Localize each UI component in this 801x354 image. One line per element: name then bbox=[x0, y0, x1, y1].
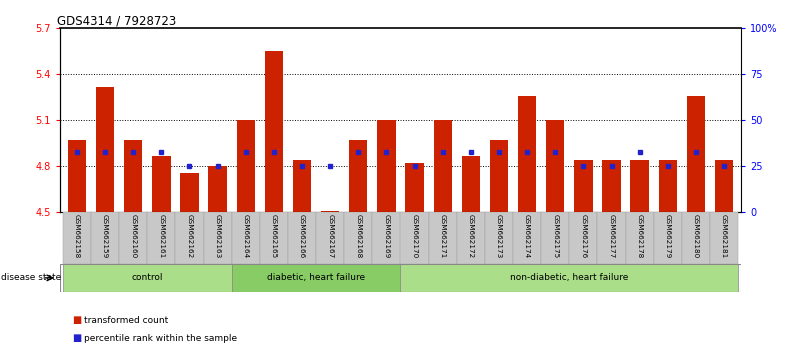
Bar bbox=[316, 212, 344, 264]
Text: GSM662169: GSM662169 bbox=[384, 215, 389, 259]
Bar bbox=[152, 156, 171, 212]
Bar bbox=[180, 172, 199, 212]
Text: GSM662165: GSM662165 bbox=[271, 215, 277, 259]
Bar bbox=[265, 51, 283, 212]
Bar bbox=[288, 212, 316, 264]
Text: GSM662160: GSM662160 bbox=[131, 215, 136, 259]
Bar bbox=[405, 163, 424, 212]
Bar bbox=[686, 96, 705, 212]
Bar bbox=[710, 212, 738, 264]
Text: GSM662178: GSM662178 bbox=[637, 215, 642, 259]
Bar bbox=[570, 212, 598, 264]
Bar bbox=[321, 211, 340, 212]
Text: percentile rank within the sample: percentile rank within the sample bbox=[84, 333, 237, 343]
Bar bbox=[377, 120, 396, 212]
Text: ■: ■ bbox=[72, 315, 82, 325]
Bar bbox=[236, 120, 255, 212]
Bar bbox=[231, 264, 400, 292]
Bar bbox=[372, 212, 400, 264]
Bar bbox=[63, 264, 231, 292]
Bar bbox=[147, 212, 175, 264]
Text: diabetic, heart failure: diabetic, heart failure bbox=[267, 273, 365, 282]
Text: GSM662175: GSM662175 bbox=[552, 215, 558, 259]
Bar bbox=[658, 160, 677, 212]
Bar bbox=[457, 212, 485, 264]
Bar bbox=[260, 212, 288, 264]
Bar bbox=[175, 212, 203, 264]
Bar bbox=[715, 160, 733, 212]
Text: GSM662174: GSM662174 bbox=[524, 215, 530, 259]
Text: GSM662167: GSM662167 bbox=[327, 215, 333, 259]
Text: GSM662177: GSM662177 bbox=[609, 215, 614, 259]
Bar bbox=[124, 140, 143, 212]
Bar bbox=[518, 96, 536, 212]
Bar bbox=[63, 212, 91, 264]
Bar bbox=[682, 212, 710, 264]
Text: ■: ■ bbox=[72, 333, 82, 343]
Bar bbox=[490, 140, 508, 212]
Bar bbox=[96, 87, 115, 212]
Text: GDS4314 / 7928723: GDS4314 / 7928723 bbox=[57, 14, 176, 27]
Text: transformed count: transformed count bbox=[84, 316, 168, 325]
Text: disease state: disease state bbox=[1, 273, 61, 282]
Bar bbox=[400, 264, 738, 292]
Bar bbox=[203, 212, 231, 264]
Bar bbox=[461, 156, 480, 212]
Bar bbox=[513, 212, 541, 264]
Bar bbox=[630, 160, 649, 212]
Bar bbox=[626, 212, 654, 264]
Bar bbox=[574, 160, 593, 212]
Bar bbox=[541, 212, 570, 264]
Text: GSM662158: GSM662158 bbox=[74, 215, 80, 259]
Text: non-diabetic, heart failure: non-diabetic, heart failure bbox=[510, 273, 629, 282]
Text: GSM662173: GSM662173 bbox=[496, 215, 502, 259]
Text: GSM662181: GSM662181 bbox=[721, 215, 727, 259]
Bar bbox=[91, 212, 119, 264]
Bar bbox=[433, 120, 452, 212]
Bar bbox=[400, 212, 429, 264]
Text: GSM662164: GSM662164 bbox=[243, 215, 249, 259]
Bar bbox=[68, 140, 86, 212]
Bar bbox=[119, 212, 147, 264]
Text: GSM662166: GSM662166 bbox=[299, 215, 305, 259]
Text: GSM662163: GSM662163 bbox=[215, 215, 220, 259]
Bar bbox=[654, 212, 682, 264]
Bar bbox=[231, 212, 260, 264]
Bar bbox=[602, 160, 621, 212]
Text: GSM662170: GSM662170 bbox=[412, 215, 417, 259]
Text: GSM662161: GSM662161 bbox=[159, 215, 164, 259]
Text: GSM662162: GSM662162 bbox=[187, 215, 192, 259]
Bar bbox=[598, 212, 626, 264]
Text: GSM662176: GSM662176 bbox=[581, 215, 586, 259]
Bar bbox=[485, 212, 513, 264]
Bar bbox=[349, 140, 368, 212]
Text: GSM662159: GSM662159 bbox=[102, 215, 108, 259]
Bar bbox=[293, 160, 311, 212]
Bar bbox=[546, 120, 565, 212]
Text: GSM662172: GSM662172 bbox=[468, 215, 474, 259]
Bar bbox=[344, 212, 372, 264]
Text: GSM662180: GSM662180 bbox=[693, 215, 699, 259]
Bar bbox=[208, 166, 227, 212]
Text: control: control bbox=[131, 273, 163, 282]
Bar bbox=[429, 212, 457, 264]
Text: GSM662168: GSM662168 bbox=[356, 215, 361, 259]
Text: GSM662179: GSM662179 bbox=[665, 215, 670, 259]
Text: GSM662171: GSM662171 bbox=[440, 215, 445, 259]
